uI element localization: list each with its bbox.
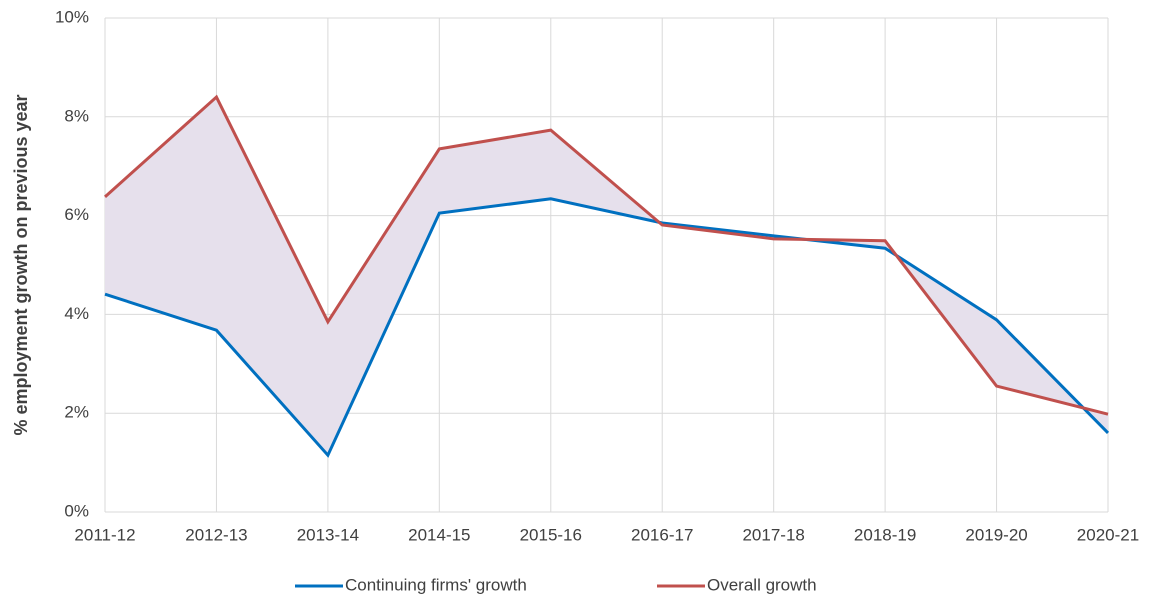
- x-tick-label: 2017-18: [742, 525, 804, 544]
- y-tick-label: 10%: [55, 7, 89, 26]
- x-tick-label: 2018-19: [854, 525, 916, 544]
- series-line: [104, 197, 1110, 458]
- series-line: [103, 94, 1109, 416]
- y-tick-label: 0%: [64, 501, 89, 520]
- legend-label: Overall growth: [707, 575, 817, 594]
- x-tick-label: 2019-20: [965, 525, 1027, 544]
- x-tick-label: 2012-13: [185, 525, 247, 544]
- x-tick-label: 2015-16: [520, 525, 582, 544]
- x-tick-label: 2011-12: [74, 525, 135, 544]
- x-tick-label: 2013-14: [297, 525, 359, 544]
- y-tick-label: 4%: [64, 304, 89, 323]
- legend-label: Continuing firms' growth: [345, 575, 527, 594]
- y-axis-label: % employment growth on previous year: [11, 94, 31, 435]
- fill-between-area: [105, 97, 1108, 456]
- y-tick-label: 2%: [64, 403, 89, 422]
- x-tick-label: 2016-17: [631, 525, 693, 544]
- x-tick-label: 2020-21: [1077, 525, 1139, 544]
- y-tick-label: 6%: [64, 205, 89, 224]
- y-tick-label: 8%: [64, 106, 89, 125]
- x-tick-label: 2014-15: [408, 525, 470, 544]
